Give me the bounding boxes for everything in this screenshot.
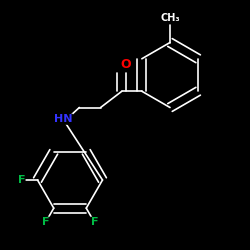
Text: F: F <box>18 175 25 185</box>
Text: O: O <box>120 58 131 71</box>
Text: F: F <box>91 217 98 227</box>
Text: CH₃: CH₃ <box>160 13 180 23</box>
Text: F: F <box>42 217 49 227</box>
Text: HN: HN <box>54 114 72 124</box>
